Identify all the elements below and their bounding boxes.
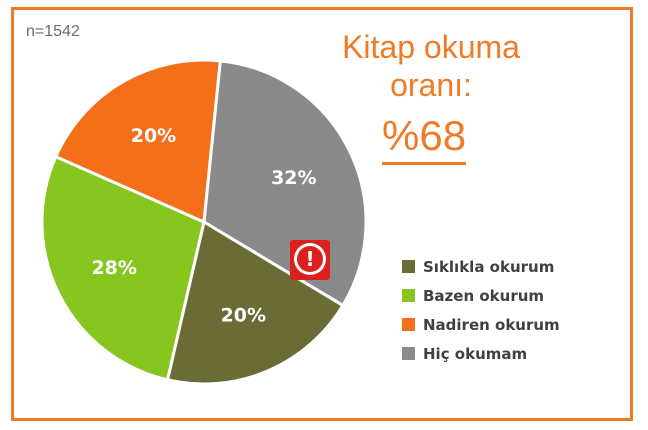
legend-swatch <box>402 318 415 331</box>
pie-slice-3 <box>53 58 223 225</box>
slice-label-3: 20% <box>131 125 176 147</box>
slice-label-2: 28% <box>91 257 136 279</box>
legend-item-1: Sıklıkla okurum <box>402 252 560 281</box>
legend-item-3: Nadiren okurum <box>402 310 560 339</box>
headline-line-2: oranı: <box>390 67 472 103</box>
reading-rate-value: %68 <box>382 112 467 165</box>
alert-icon: ! <box>290 240 330 280</box>
sample-size: n=1542 <box>26 23 80 40</box>
legend-item-4: Hiç okumam <box>402 339 560 368</box>
chart-legend: Sıklıkla okurum Bazen okurum Nadiren okuru… <box>402 252 560 368</box>
legend-label: Nadiren okurum <box>423 315 560 334</box>
legend-label: Hiç okumam <box>423 344 528 363</box>
legend-item-2: Bazen okurum <box>402 281 560 310</box>
slice-label-4: 32% <box>271 167 316 189</box>
chart-headline: Kitap okuma oranı: <box>322 28 540 104</box>
legend-label: Bazen okurum <box>423 286 545 305</box>
exclamation-icon: ! <box>297 246 323 272</box>
headline-line-1: Kitap okuma <box>342 29 520 65</box>
legend-swatch <box>402 260 415 273</box>
legend-label: Sıklıkla okurum <box>423 257 555 276</box>
legend-swatch <box>402 289 415 302</box>
pie-slice-2 <box>40 154 206 382</box>
legend-swatch <box>402 347 415 360</box>
slice-label-1: 20% <box>221 304 266 326</box>
pie-slice-1 <box>165 219 345 386</box>
